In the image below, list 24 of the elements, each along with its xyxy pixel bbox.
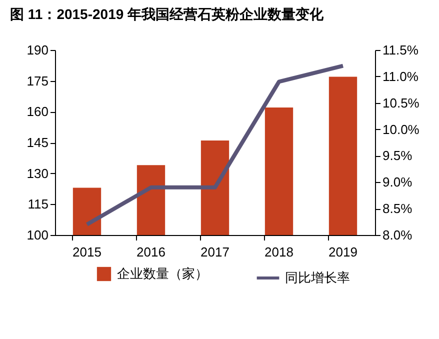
y2-tick-label: 11.0% (382, 68, 419, 84)
chart-title: 图 11：2015-2019 年我国经营石英粉企业数量变化 (10, 6, 325, 22)
y2-tick-label: 8.5% (382, 201, 413, 216)
y-tick-label: 100 (26, 228, 48, 242)
x-tick-label: 2017 (200, 244, 230, 260)
x-tick-label: 2018 (264, 244, 294, 260)
y2-tick-label: 10.0% (382, 122, 420, 137)
x-tick-label: 2019 (328, 244, 358, 260)
y2-tick-label: 9.5% (382, 148, 413, 164)
y-tick-label: 190 (26, 42, 48, 58)
y-tick-label: 115 (28, 196, 48, 212)
x-tick-label: 2015 (72, 244, 102, 260)
y-tick-label: 145 (26, 135, 48, 150)
y2-tick-label: 9.0% (382, 174, 413, 190)
legend-label: 同比增长率 (285, 270, 350, 285)
y2-tick-label: 8.0% (382, 228, 413, 242)
y2-tick-label: 11.5% (382, 42, 419, 58)
y-tick-label: 175 (26, 73, 48, 88)
y-tick-label: 130 (26, 166, 48, 181)
legend-label: 企业数量（家） (117, 266, 208, 281)
line-series (85, 64, 345, 226)
y2-tick-label: 10.5% (382, 95, 420, 110)
y-tick-label: 160 (26, 104, 48, 120)
x-tick-label: 2016 (136, 244, 166, 260)
